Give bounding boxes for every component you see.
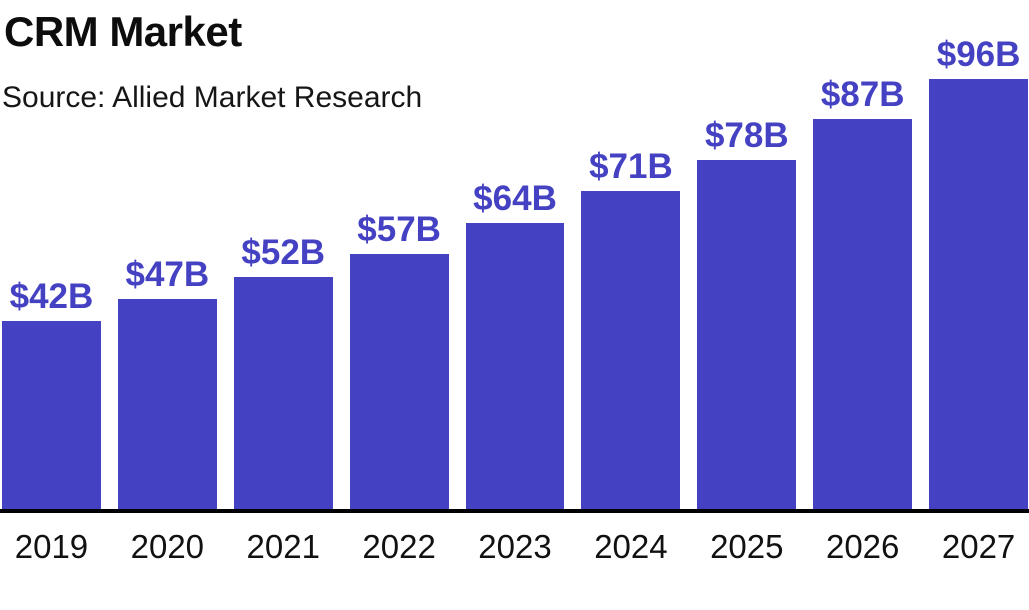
bar bbox=[233, 277, 333, 510]
bar-column-2025: $78B bbox=[697, 116, 797, 510]
bar-column-2022: $57B bbox=[349, 210, 449, 510]
x-axis-tick-label: 2025 bbox=[710, 528, 784, 565]
bar-column-2026: $87B bbox=[813, 75, 913, 510]
bar bbox=[2, 321, 101, 510]
bar-value-label: $57B bbox=[357, 210, 441, 249]
chart-source: Source: Allied Market Research bbox=[2, 81, 423, 114]
bar-value-label: $96B bbox=[936, 35, 1021, 74]
bar-value-label: $78B bbox=[704, 116, 789, 155]
x-axis-tick-label: 2021 bbox=[246, 528, 320, 565]
bar-value-label: $52B bbox=[241, 233, 326, 272]
bar bbox=[349, 254, 449, 510]
bar-value-label: $42B bbox=[9, 277, 94, 316]
x-axis-tick-label: 2023 bbox=[478, 528, 552, 565]
x-axis-tick-label: 2026 bbox=[825, 528, 900, 565]
bar bbox=[813, 119, 913, 510]
bar-value-label: $47B bbox=[125, 255, 210, 294]
bar-column-2023: $64B bbox=[465, 179, 565, 510]
bar-column-2027: $96B bbox=[929, 35, 1029, 510]
bar-value-label: $87B bbox=[820, 75, 905, 114]
x-axis-tick-label: 2027 bbox=[941, 528, 1016, 565]
x-axis-labels: 2019 2020 2021 2022 2023 2024 2025 2026 2027 bbox=[2, 527, 1028, 567]
bar bbox=[697, 160, 797, 510]
bar-value-label: $71B bbox=[589, 147, 673, 186]
x-axis-line bbox=[0, 509, 1029, 513]
x-axis-tick-label: 2022 bbox=[362, 528, 436, 565]
x-axis-tick-label: 2024 bbox=[594, 528, 668, 565]
bar-column-2020: $47B bbox=[117, 255, 217, 510]
bars-area: $42B $47B $52B $57B $64B $71B $78B $87B $96B bbox=[2, 0, 1029, 510]
x-axis-tick-label: 2019 bbox=[14, 528, 89, 565]
chart-title: CRM Market bbox=[4, 8, 242, 55]
bar bbox=[929, 79, 1029, 510]
bar-column-2024: $71B bbox=[581, 147, 681, 510]
bar-column-2021: $52B bbox=[233, 233, 333, 510]
x-axis-tick-label: 2020 bbox=[130, 528, 205, 565]
bar bbox=[581, 191, 681, 510]
bar bbox=[465, 223, 565, 510]
bar bbox=[117, 299, 217, 510]
bar-value-label: $64B bbox=[473, 179, 557, 218]
bar-column-2019: $42B bbox=[2, 279, 101, 510]
